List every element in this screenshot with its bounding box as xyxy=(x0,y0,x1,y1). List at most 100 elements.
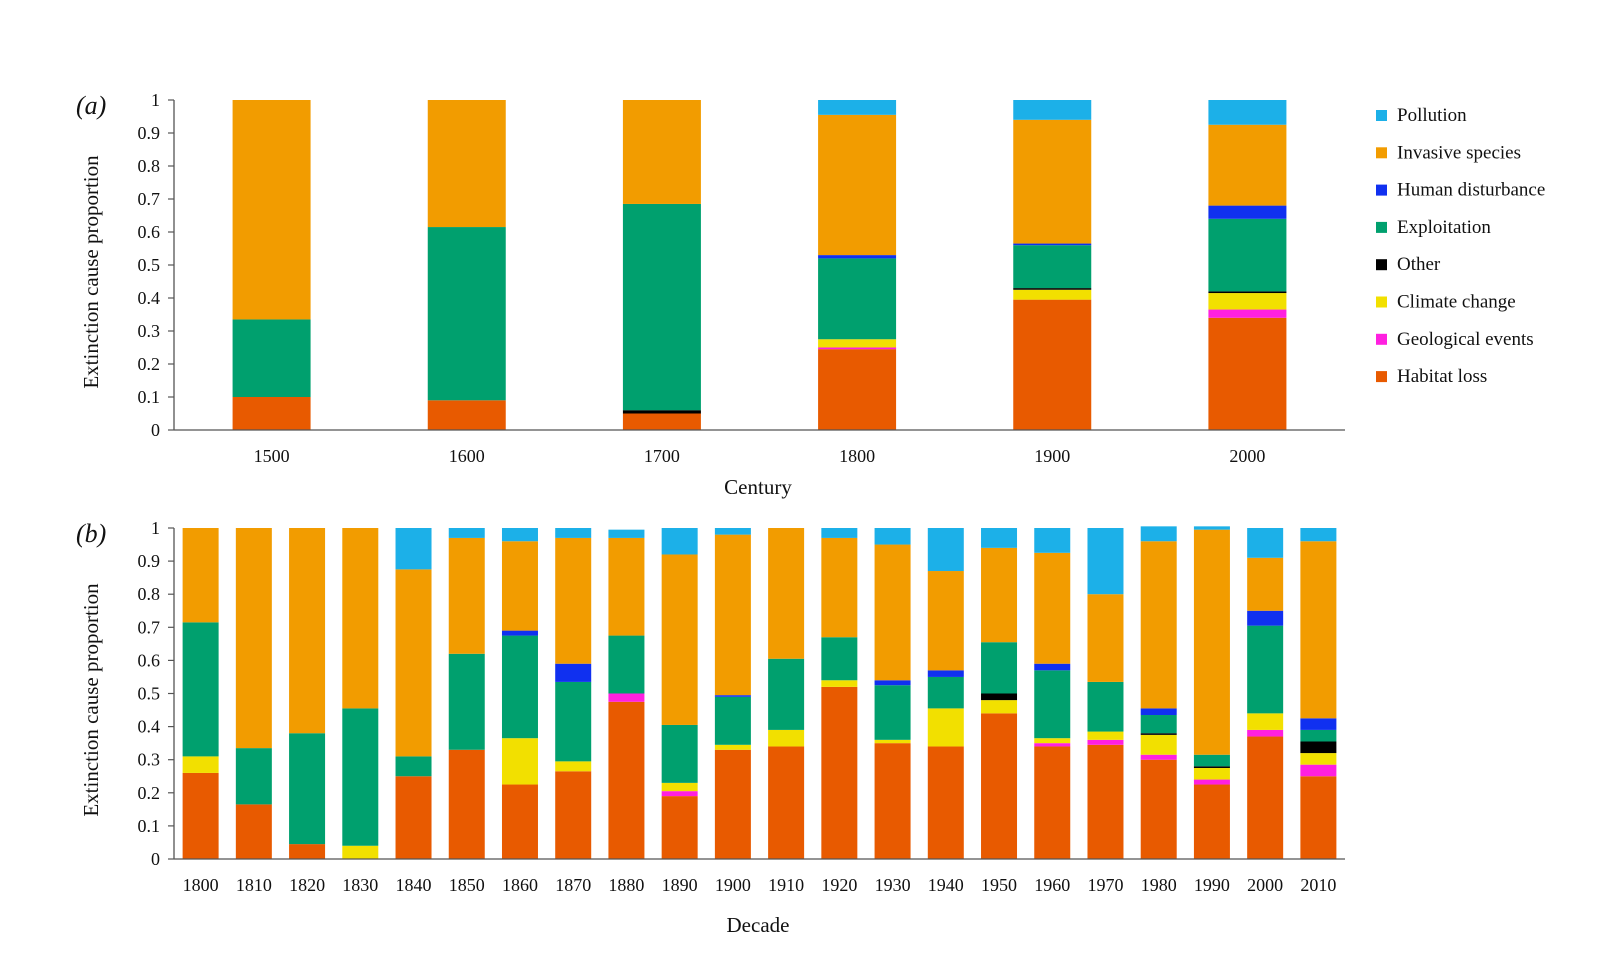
bar-segment-pollution-1970 xyxy=(1087,528,1124,595)
legend-swatch-climate-change xyxy=(1376,296,1387,308)
bar-segment-geological-events-2000 xyxy=(1247,729,1284,737)
bar-segment-habitat-loss-1880 xyxy=(608,701,645,859)
bar-segment-climate-change-1930 xyxy=(874,739,911,744)
bar-segment-exploitation-1930 xyxy=(874,685,911,740)
panel-b-x-tick-label: 1820 xyxy=(289,875,325,895)
bar-segment-pollution-1950 xyxy=(981,528,1018,548)
panel-b-x-tick-label: 1970 xyxy=(1087,875,1123,895)
panel-b-y-tick-label: 0.3 xyxy=(138,750,161,770)
bar-segment-exploitation-1700 xyxy=(622,203,701,411)
panel-b-x-tick-label: 1910 xyxy=(768,875,804,895)
bar-segment-geological-events-2000 xyxy=(1208,309,1287,318)
bar-segment-exploitation-1500 xyxy=(232,319,311,397)
panel-a-y-tick-label: 0.6 xyxy=(138,222,161,242)
bar-segment-pollution-2010 xyxy=(1300,528,1337,542)
bar-segment-human-disturbance-1860 xyxy=(501,630,538,636)
panel-b-x-tick-label: 1880 xyxy=(608,875,644,895)
panel-b-x-tick-label: 1890 xyxy=(662,875,698,895)
bar-segment-invasive-species-2010 xyxy=(1300,541,1337,719)
bar-segment-invasive-species-1980 xyxy=(1140,541,1177,709)
bar-segment-invasive-species-1910 xyxy=(768,528,805,659)
panel-b-y-tick-label: 1 xyxy=(151,518,160,538)
bar-segment-invasive-species-1800 xyxy=(818,114,897,256)
panel-b-y-tick-label: 0.7 xyxy=(138,617,161,637)
bar-segment-invasive-species-1700 xyxy=(622,100,701,204)
panel-a: (a) Extinction cause proportion Century … xyxy=(76,90,1345,499)
bar-segment-habitat-loss-1820 xyxy=(289,844,326,859)
bar-segment-exploitation-2000 xyxy=(1247,625,1284,714)
bar-segment-exploitation-1830 xyxy=(342,708,379,846)
panel-a-y-tick-label: 0.3 xyxy=(138,321,161,341)
bar-segment-climate-change-1980 xyxy=(1140,734,1177,755)
bar-segment-exploitation-1940 xyxy=(927,676,964,709)
legend-label-exploitation: Exploitation xyxy=(1397,217,1491,238)
bar-segment-invasive-species-1600 xyxy=(427,100,506,228)
bar-segment-habitat-loss-1860 xyxy=(501,784,538,859)
bar-segment-climate-change-1970 xyxy=(1087,731,1124,740)
panel-b-x-tick-label: 1990 xyxy=(1194,875,1230,895)
panel-b-x-tick-label: 1900 xyxy=(715,875,751,895)
bar-segment-geological-events-1990 xyxy=(1193,779,1230,785)
bar-segment-habitat-loss-1970 xyxy=(1087,744,1124,859)
bar-segment-habitat-loss-1940 xyxy=(927,746,964,859)
bar-segment-exploitation-1990 xyxy=(1193,754,1230,767)
panel-b-x-tick-label: 1980 xyxy=(1141,875,1177,895)
bar-segment-exploitation-1900 xyxy=(714,696,751,745)
bar-segment-geological-events-2010 xyxy=(1300,764,1337,777)
legend-swatch-invasive-species xyxy=(1376,147,1387,159)
panel-a-y-tick-label: 0.9 xyxy=(138,123,161,143)
bar-segment-habitat-loss-1980 xyxy=(1140,759,1177,859)
bar-segment-habitat-loss-1900 xyxy=(714,749,751,859)
bar-segment-exploitation-1970 xyxy=(1087,681,1124,732)
bar-segment-habitat-loss-1890 xyxy=(661,796,698,859)
bar-segment-climate-change-1900 xyxy=(714,744,751,750)
panel-b-y-tick-label: 0 xyxy=(151,849,160,869)
panel-a-x-tick-label: 1800 xyxy=(839,446,875,466)
bar-segment-exploitation-1850 xyxy=(448,653,485,750)
panel-a-x-tick-label: 1900 xyxy=(1034,446,1070,466)
panel-a-y-tick-label: 0.1 xyxy=(138,387,161,407)
bar-segment-geological-events-1880 xyxy=(608,693,645,702)
bar-segment-habitat-loss-1800 xyxy=(182,772,219,859)
bar-segment-other-2000 xyxy=(1208,291,1287,294)
bar-segment-geological-events-1890 xyxy=(661,791,698,797)
panel-a-y-ticks: 0 0.1 0.2 0.3 0.4 0.5 0.6 0.7 0.8 0.9 1 xyxy=(138,90,174,440)
legend-label-invasive-species: Invasive species xyxy=(1397,142,1521,163)
panel-b-x-axis-title: Decade xyxy=(727,913,790,937)
bar-segment-exploitation-1900 xyxy=(1013,245,1092,289)
bar-segment-climate-change-1940 xyxy=(927,708,964,747)
bar-segment-other-1950 xyxy=(981,693,1018,701)
bar-segment-invasive-species-1500 xyxy=(232,100,311,320)
bar-segment-human-disturbance-1870 xyxy=(555,663,592,682)
panel-b-y-tick-label: 0.2 xyxy=(138,783,161,803)
bar-segment-habitat-loss-1700 xyxy=(622,413,701,430)
bar-segment-invasive-species-1960 xyxy=(1034,552,1071,664)
panel-b-x-tick-label: 1850 xyxy=(449,875,485,895)
bar-segment-habitat-loss-1990 xyxy=(1193,784,1230,859)
bar-segment-human-disturbance-1940 xyxy=(927,670,964,677)
bar-segment-exploitation-1910 xyxy=(768,658,805,730)
bar-segment-pollution-1990 xyxy=(1193,526,1230,530)
panel-b-x-tick-label: 1860 xyxy=(502,875,538,895)
bar-segment-human-disturbance-1960 xyxy=(1034,663,1071,671)
panel-b-label: (b) xyxy=(76,519,106,548)
panel-b-x-ticks: 1800 1810 1820 1830 1840 1850 1860 1870 1880 1890… xyxy=(183,875,1337,895)
bar-segment-human-disturbance-1900 xyxy=(714,695,751,697)
bar-segment-exploitation-1820 xyxy=(289,733,326,845)
bar-segment-habitat-loss-2000 xyxy=(1247,736,1284,859)
bar-segment-habitat-loss-1870 xyxy=(555,771,592,859)
bar-segment-habitat-loss-1900 xyxy=(1013,299,1092,430)
bar-segment-pollution-1900 xyxy=(714,528,751,535)
bar-segment-climate-change-2010 xyxy=(1300,753,1337,765)
bar-segment-invasive-species-1990 xyxy=(1193,529,1230,755)
panel-a-x-tick-label: 1500 xyxy=(254,446,290,466)
bar-segment-habitat-loss-1850 xyxy=(448,749,485,859)
bar-segment-pollution-1930 xyxy=(874,528,911,545)
bar-segment-invasive-species-1920 xyxy=(821,537,858,638)
bar-segment-habitat-loss-1500 xyxy=(232,397,311,430)
bar-segment-human-disturbance-2000 xyxy=(1208,205,1287,219)
panel-b-y-tick-label: 0.6 xyxy=(138,650,161,670)
bar-segment-habitat-loss-1810 xyxy=(235,804,272,859)
bar-segment-exploitation-1800 xyxy=(182,622,219,757)
